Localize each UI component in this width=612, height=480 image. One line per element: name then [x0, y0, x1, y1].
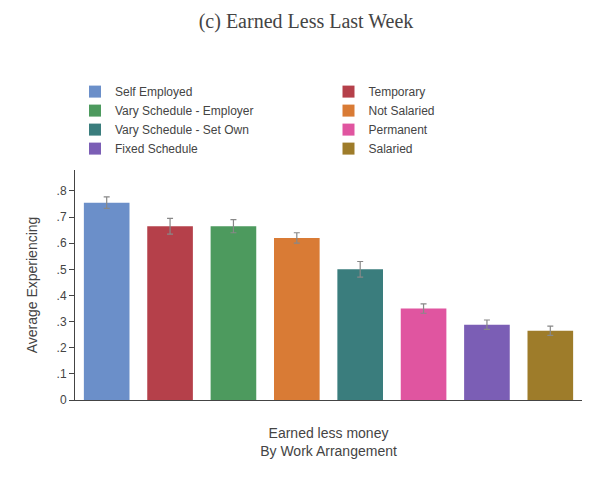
svg-text:Vary Schedule - Employer: Vary Schedule - Employer [115, 104, 254, 118]
svg-text:Permanent: Permanent [369, 123, 428, 137]
svg-text:Temporary: Temporary [369, 85, 426, 99]
svg-text:.5: .5 [57, 263, 67, 277]
svg-text:(c) Earned Less Last Week: (c) Earned Less Last Week [199, 10, 414, 33]
svg-text:.8: .8 [57, 184, 67, 198]
svg-text:Earned less moneyBy Work Arran: Earned less moneyBy Work Arrangement [260, 425, 397, 459]
svg-text:Self Employed: Self Employed [115, 85, 192, 99]
svg-text:.7: .7 [57, 210, 67, 224]
svg-text:Vary Schedule - Set Own: Vary Schedule - Set Own [115, 123, 249, 137]
svg-text:Not Salaried: Not Salaried [369, 104, 435, 118]
svg-text:.1: .1 [57, 367, 67, 381]
svg-text:Fixed Schedule: Fixed Schedule [115, 142, 198, 156]
svg-text:Average Experiencing: Average Experiencing [24, 217, 40, 354]
svg-text:.2: .2 [57, 341, 67, 355]
svg-text:0: 0 [60, 393, 67, 407]
svg-text:.4: .4 [57, 289, 67, 303]
svg-text:.3: .3 [57, 315, 67, 329]
svg-text:.6: .6 [57, 236, 67, 250]
svg-text:Salaried: Salaried [369, 142, 413, 156]
